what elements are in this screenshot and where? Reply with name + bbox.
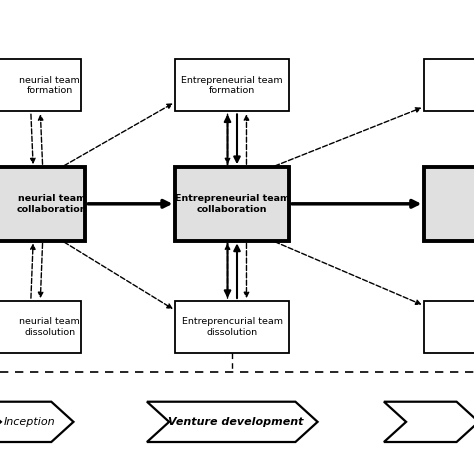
Polygon shape <box>384 402 474 442</box>
Text: neurial team
dissolution: neurial team dissolution <box>19 318 80 337</box>
Text: neurial team
collaboration: neurial team collaboration <box>17 194 87 213</box>
FancyBboxPatch shape <box>424 59 474 111</box>
Text: Venture development: Venture development <box>168 417 303 427</box>
Text: Inception: Inception <box>4 417 55 427</box>
FancyBboxPatch shape <box>0 301 81 353</box>
FancyBboxPatch shape <box>0 59 81 111</box>
FancyBboxPatch shape <box>175 301 289 353</box>
Text: Entrepreneurial team
formation: Entrepreneurial team formation <box>182 76 283 95</box>
Text: Entrepreneurial team
collaboration: Entrepreneurial team collaboration <box>175 194 290 213</box>
Text: Entreprencurial team
dissolution: Entreprencurial team dissolution <box>182 318 283 337</box>
FancyBboxPatch shape <box>0 167 85 241</box>
FancyBboxPatch shape <box>175 167 289 241</box>
Polygon shape <box>0 402 73 442</box>
FancyBboxPatch shape <box>424 301 474 353</box>
FancyBboxPatch shape <box>175 59 289 111</box>
Polygon shape <box>147 402 318 442</box>
FancyBboxPatch shape <box>424 167 474 241</box>
Text: neurial team
formation: neurial team formation <box>19 76 80 95</box>
